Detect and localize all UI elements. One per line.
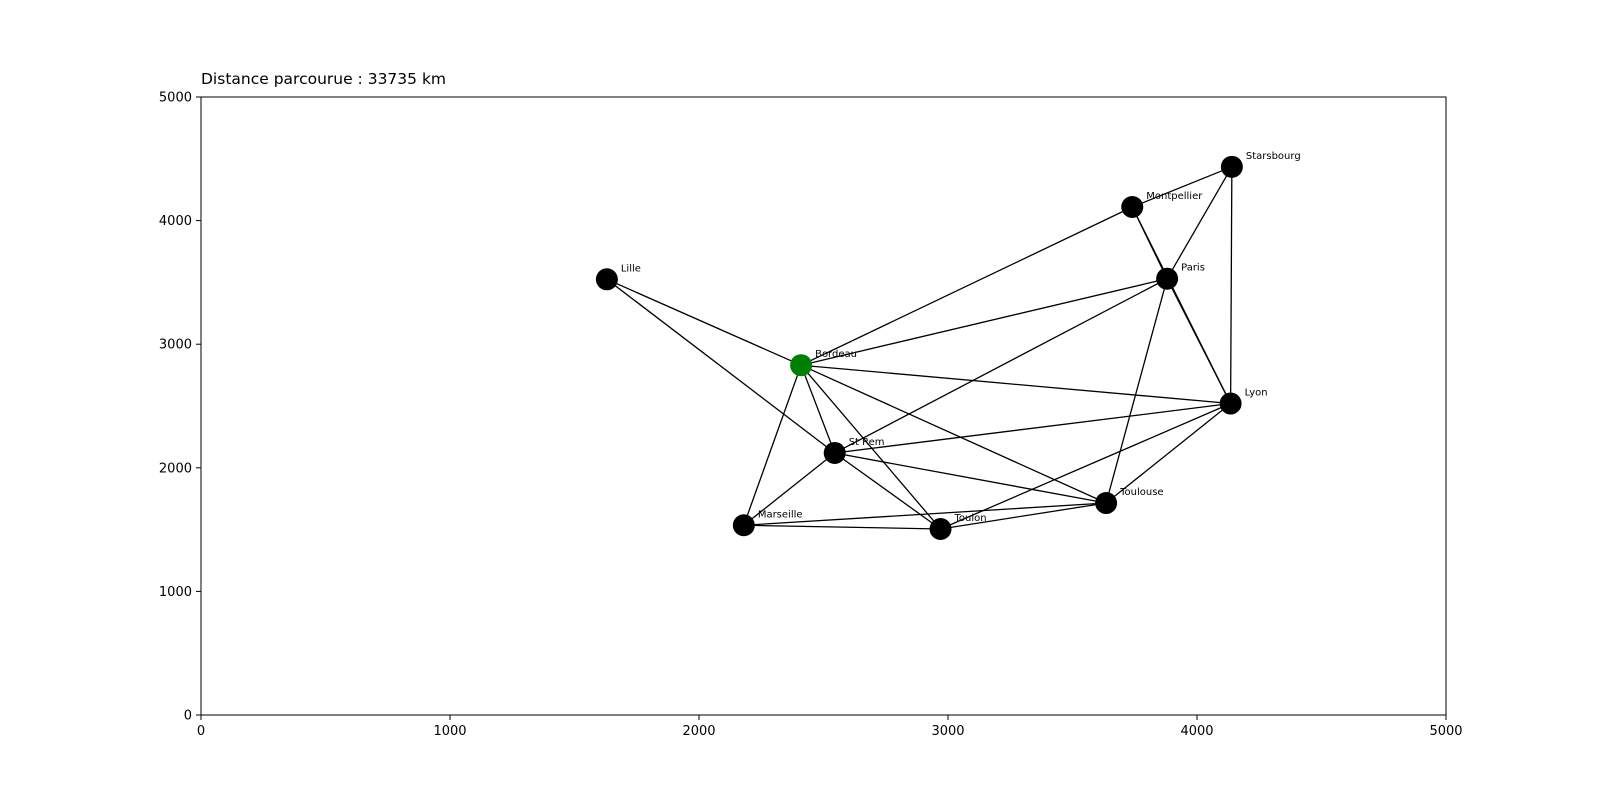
node-label-lyon: Lyon <box>1245 388 1268 399</box>
node-label-marseille: Marseille <box>758 509 803 520</box>
node-montpellier <box>1121 196 1144 219</box>
edge-st-rem-toulouse <box>834 452 1107 504</box>
node-lyon <box>1219 392 1242 415</box>
edge-bordeau-marseille <box>743 364 802 526</box>
plot-area-frame <box>200 96 1447 716</box>
edge-marseille-toulouse <box>743 502 1107 526</box>
node-label-paris: Paris <box>1181 263 1205 274</box>
edge-toulon-toulouse <box>940 502 1107 530</box>
x-tick-label: 3000 <box>931 724 964 739</box>
node-marseille <box>732 514 755 537</box>
node-paris <box>1156 267 1179 290</box>
edge-st-rem-lyon <box>834 402 1231 454</box>
edge-lille-bordeau <box>606 278 802 366</box>
node-label-toulon: Toulon <box>954 513 987 524</box>
y-tick-label: 1000 <box>159 585 192 600</box>
node-label-toulouse: Toulouse <box>1119 487 1163 498</box>
edges-layer <box>606 166 1233 530</box>
edge-montpellier-starsbourg <box>1132 166 1233 208</box>
node-bordeau <box>790 354 813 377</box>
edge-bordeau-paris <box>800 278 1168 366</box>
y-tick-label: 5000 <box>159 91 192 106</box>
chart-title: Distance parcourue : 33735 km <box>201 70 446 88</box>
edge-st-rem-toulon <box>834 452 941 530</box>
edge-st-rem-paris <box>834 278 1168 454</box>
x-tick-label: 5000 <box>1429 724 1462 739</box>
node-starsbourg <box>1220 155 1243 178</box>
node-toulouse <box>1095 492 1118 515</box>
edge-bordeau-lyon <box>801 364 1231 405</box>
edge-paris-starsbourg <box>1166 166 1233 280</box>
edge-bordeau-st-rem <box>800 364 836 454</box>
x-tick-label: 0 <box>197 724 205 739</box>
node-label-montpellier: Montpellier <box>1146 191 1203 202</box>
y-tick-label: 4000 <box>159 214 192 229</box>
y-tick-label: 3000 <box>159 338 192 353</box>
edge-toulouse-lyon <box>1105 403 1232 504</box>
edge-toulon-lyon <box>940 402 1231 530</box>
edge-lille-st-rem <box>606 278 836 454</box>
axes-layer: 0 1000 2000 3000 4000 5000 0 1000 2000 3000 4000 50… <box>159 91 1463 740</box>
y-tick-label: 0 <box>184 709 192 724</box>
edge-lyon-starsbourg <box>1229 166 1233 404</box>
edge-marseille-toulon <box>743 524 941 530</box>
x-tick-label: 4000 <box>1180 724 1213 739</box>
nodes-layer: Lille Bordeau St Rem Marseille Toulon Toulous… <box>595 151 1301 540</box>
node-lille <box>595 268 618 291</box>
node-toulon <box>929 517 952 540</box>
edge-bordeau-montpellier <box>800 206 1133 366</box>
x-tick-label: 1000 <box>433 724 466 739</box>
y-tick-label: 2000 <box>159 461 192 476</box>
node-label-bordeau: Bordeau <box>815 349 857 360</box>
node-label-starsbourg: Starsbourg <box>1246 151 1301 162</box>
edge-bordeau-toulouse <box>800 364 1107 504</box>
node-label-lille: Lille <box>621 263 641 274</box>
node-label-st-rem: St Rem <box>849 437 885 448</box>
edge-toulouse-paris <box>1105 278 1168 504</box>
edge-bordeau-toulon <box>800 364 942 530</box>
node-st-rem <box>823 441 846 464</box>
x-tick-label: 2000 <box>682 724 715 739</box>
edge-paris-montpellier <box>1131 206 1168 279</box>
edge-st-rem-marseille <box>743 452 836 526</box>
